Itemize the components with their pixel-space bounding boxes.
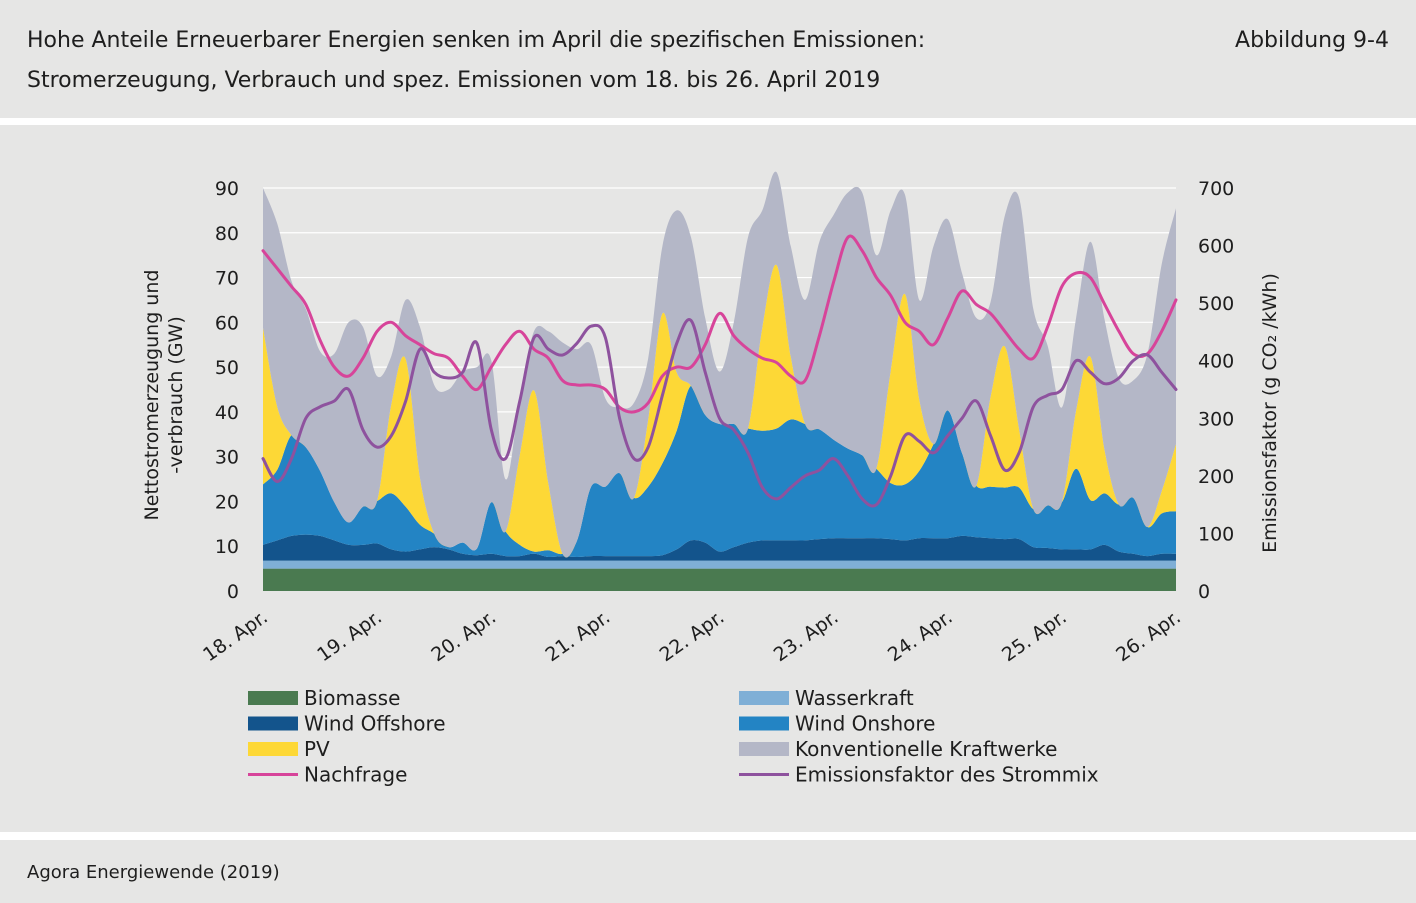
legend-swatch-konventionelle-kraftwerke xyxy=(739,742,789,756)
legend-swatch-biomasse xyxy=(248,691,298,705)
y2-tick-label-600: 600 xyxy=(1198,236,1234,258)
line-series xyxy=(261,234,1178,508)
y-tick-label-60: 60 xyxy=(215,312,239,334)
x-tick-label-5: 22. Apr. xyxy=(656,606,729,666)
y-tick-label-50: 50 xyxy=(215,357,239,379)
y-tick-label-70: 70 xyxy=(215,268,239,290)
area-wasserkraft xyxy=(263,560,1176,569)
legend-swatch-wind-offshore xyxy=(248,716,298,731)
x-tick-label-2: 19. Apr. xyxy=(313,606,386,666)
y-tick-label-0: 0 xyxy=(227,581,239,603)
legend-label-wind-offshore: Wind Offshore xyxy=(304,712,446,736)
source-note: Agora Energiewende (2019) xyxy=(27,862,280,883)
legend-label-konventionelle-kraftwerke: Konventionelle Kraftwerke xyxy=(795,737,1057,761)
y-tick-label-10: 10 xyxy=(215,536,239,558)
x-tick-label-7: 24. Apr. xyxy=(884,606,957,666)
legend-label-wasserkraft: Wasserkraft xyxy=(795,686,914,710)
area-wind-onshore xyxy=(263,385,1176,558)
area-wind-offshore xyxy=(263,534,1176,561)
y2-axis-title: Emissionsfaktor (g CO₂ /kWh) xyxy=(1259,273,1281,553)
legend-label-biomasse: Biomasse xyxy=(304,686,400,710)
legend-label-wind-onshore: Wind Onshore xyxy=(795,712,935,736)
legend-swatch-wind-onshore xyxy=(739,716,789,731)
area-konventionelle-kraftwerke xyxy=(263,171,1176,558)
legend-label-emissionsfaktor-des-strommix: Emissionsfaktor des Strommix xyxy=(795,763,1099,787)
line-nachfrage xyxy=(261,234,1178,414)
y-tick-label-40: 40 xyxy=(215,402,239,424)
legend: Biomasse Wasserkraft Wind Offshore Wind Ons… xyxy=(248,686,1099,787)
legend-label-nachfrage: Nachfrage xyxy=(304,763,407,787)
figure-number-label: Abbildung 9-4 xyxy=(1235,28,1389,53)
y2-tick-label-200: 200 xyxy=(1198,466,1234,488)
y2-tick-label-500: 500 xyxy=(1198,293,1234,315)
figure-title-line-2: Stromerzeugung, Verbrauch und spez. Emis… xyxy=(27,68,881,93)
x-tick-label-8: 25. Apr. xyxy=(998,606,1071,666)
legend-swatch-pv xyxy=(248,742,298,756)
x-tick-label-9: 26. Apr. xyxy=(1112,606,1185,666)
y-tick-label-80: 80 xyxy=(215,223,239,245)
x-tick-label-1: 18. Apr. xyxy=(199,606,272,666)
figure-title-line-1: Hohe Anteile Erneuerbarer Energien senke… xyxy=(27,28,926,53)
y2-tick-label-400: 400 xyxy=(1198,351,1234,373)
legend-swatch-wasserkraft xyxy=(739,691,789,705)
y2-tick-label-0: 0 xyxy=(1198,581,1210,603)
x-tick-label-4: 21. Apr. xyxy=(541,606,614,666)
footer-band xyxy=(0,840,1416,903)
y-axis-title: Nettostromerzeugung und -verbrauch (GW) xyxy=(141,270,187,521)
y-tick-label-90: 90 xyxy=(215,178,239,200)
x-tick-label-6: 23. Apr. xyxy=(770,606,843,666)
line-emissionsfaktor-des-strommix xyxy=(261,318,1178,508)
x-tick-label-3: 20. Apr. xyxy=(427,606,500,666)
y2-tick-label-300: 300 xyxy=(1198,408,1234,430)
area-biomasse xyxy=(263,568,1176,591)
y-tick-label-20: 20 xyxy=(215,491,239,513)
legend-label-pv: PV xyxy=(304,737,330,761)
header-band xyxy=(0,0,1416,118)
y2-tick-label-700: 700 xyxy=(1198,178,1234,200)
stacked-areas xyxy=(263,171,1176,591)
area-pv xyxy=(263,264,1176,558)
y2-tick-label-100: 100 xyxy=(1198,523,1234,545)
y-tick-label-30: 30 xyxy=(215,447,239,469)
